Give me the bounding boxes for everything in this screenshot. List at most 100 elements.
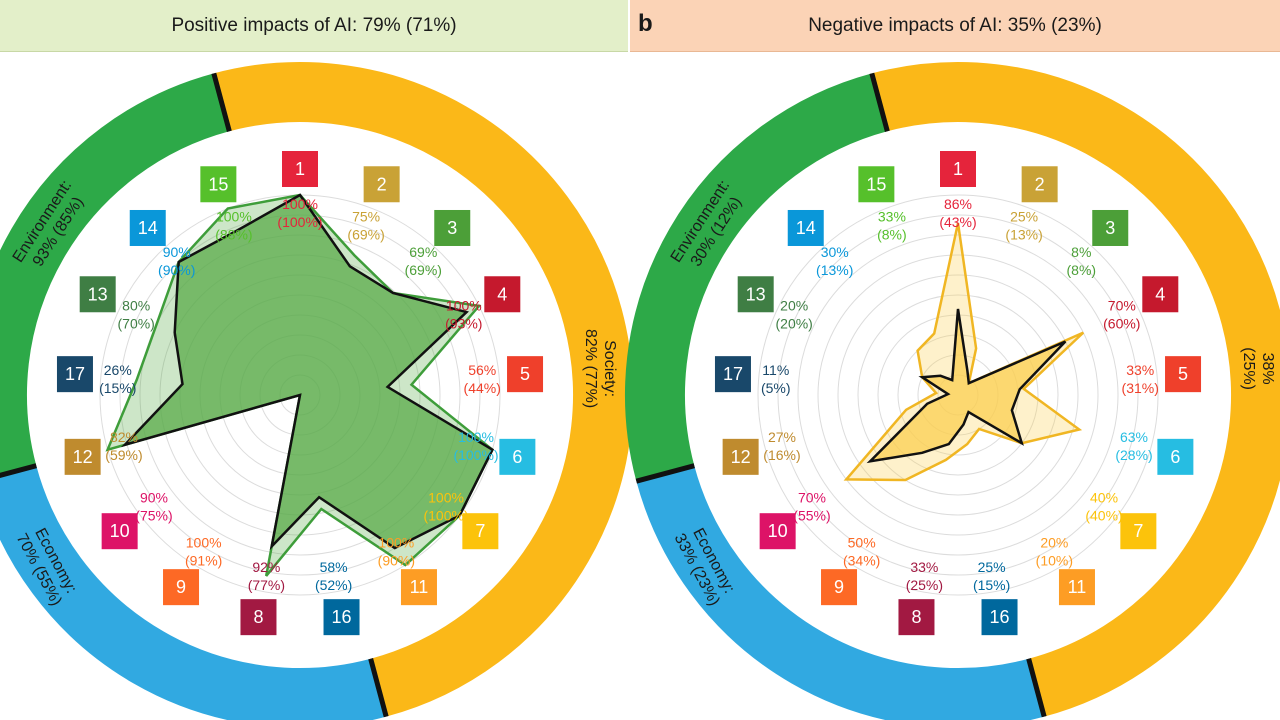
value-label-paren-12: (16%): [763, 447, 800, 463]
negative-impacts-banner: b Negative impacts of AI: 35% (23%): [630, 0, 1280, 52]
sdg-icon-15: [858, 166, 895, 203]
sdg-number-5: 5: [1178, 364, 1188, 384]
sdg-icon-14: [129, 209, 166, 246]
sector-ring-society: [213, 62, 633, 717]
value-label-paren-2: (13%): [1005, 226, 1042, 242]
sdg-number-1: 1: [953, 159, 963, 179]
grid-ring: [777, 214, 1139, 576]
sdg-icon-6: [1157, 438, 1194, 475]
value-label-9: 50%: [848, 535, 876, 551]
sdg-icon-6: [499, 438, 536, 475]
sdg-number-16: 16: [332, 607, 352, 627]
value-label-10: 90%: [140, 489, 168, 505]
sdg-number-8: 8: [911, 607, 921, 627]
sdg-icon-4: [1142, 276, 1179, 313]
value-label-paren-14: (13%): [816, 262, 853, 278]
sdg-number-2: 2: [377, 174, 387, 194]
value-label-14: 30%: [821, 244, 849, 260]
value-label-10: 70%: [798, 489, 826, 505]
sdg-icon-8: [898, 599, 935, 636]
radar-chart-b: 38%(25%)Economy:33% (23%)Environment:30%…: [625, 62, 1280, 720]
grid-ring: [757, 194, 1159, 596]
value-label-paren-15: (88%): [215, 226, 252, 242]
value-label-14: 90%: [163, 244, 191, 260]
sdg-icon-7: [1120, 513, 1157, 550]
value-label-12: 27%: [768, 429, 796, 445]
value-label-paren-9: (34%): [843, 553, 880, 569]
value-label-paren-7: (40%): [1085, 507, 1122, 523]
sdg-number-7: 7: [475, 521, 485, 541]
value-label-2: 75%: [352, 208, 380, 224]
sdg-number-10: 10: [110, 521, 130, 541]
sdg-number-14: 14: [138, 218, 158, 238]
grid-ring: [797, 234, 1119, 556]
value-label-6: 100%: [458, 429, 494, 445]
sector-name: 38%: [1259, 353, 1276, 385]
sector-name: Society:: [601, 340, 618, 397]
sdg-number-3: 3: [447, 218, 457, 238]
sector-ring-environment: [625, 73, 888, 482]
value-label-paren-5: (44%): [464, 380, 501, 396]
sector-ring-economy: [0, 465, 387, 720]
value-label-paren-6: (100%): [453, 447, 498, 463]
value-label-paren-6: (28%): [1115, 447, 1152, 463]
value-label-11: 100%: [378, 535, 414, 551]
sdg-number-13: 13: [746, 284, 766, 304]
value-label-paren-15: (8%): [877, 226, 907, 242]
sdg-icon-2: [363, 166, 400, 203]
sdg-number-9: 9: [834, 577, 844, 597]
sdg-number-16: 16: [990, 607, 1010, 627]
sdg-number-4: 4: [497, 284, 507, 304]
value-label-12: 82%: [110, 429, 138, 445]
value-label-paren-9: (91%): [185, 553, 222, 569]
sdg-icon-11: [1058, 569, 1095, 606]
value-label-paren-17: (15%): [99, 380, 136, 396]
value-label-paren-16: (52%): [315, 577, 352, 593]
value-label-paren-10: (55%): [793, 507, 830, 523]
sdg-icon-3: [434, 209, 471, 246]
panel-letter-b: b: [638, 10, 653, 37]
value-label-paren-12: (59%): [105, 447, 142, 463]
value-label-3: 8%: [1071, 244, 1091, 260]
value-label-paren-16: (15%): [973, 577, 1010, 593]
sdg-number-12: 12: [731, 447, 751, 467]
value-label-5: 33%: [1126, 362, 1154, 378]
sdg-icon-9: [163, 569, 200, 606]
sdg-icon-13: [79, 276, 116, 313]
sdg-number-8: 8: [253, 607, 263, 627]
value-label-paren-4: (93%): [445, 315, 482, 331]
value-label-6: 63%: [1120, 429, 1148, 445]
sdg-number-3: 3: [1105, 218, 1115, 238]
value-label-7: 100%: [428, 489, 464, 505]
value-label-4: 100%: [446, 297, 482, 313]
value-label-15: 33%: [878, 208, 906, 224]
value-label-5: 56%: [468, 362, 496, 378]
sdg-number-15: 15: [208, 174, 228, 194]
negative-impacts-title: Negative impacts of AI: 35% (23%): [808, 14, 1102, 36]
value-label-paren-2: (69%): [347, 226, 384, 242]
radar-chart-a: Society:82% (77%)Economy:70% (55%)Enviro…: [0, 62, 633, 720]
sdg-icon-10: [759, 513, 796, 550]
sdg-number-6: 6: [1170, 447, 1180, 467]
positive-impacts-banner: Positive impacts of AI: 79% (71%): [0, 0, 628, 52]
sdg-icon-17: [714, 356, 751, 393]
sdg-icon-9: [821, 569, 858, 606]
sector-value: (25%): [1240, 347, 1257, 390]
value-label-15: 100%: [216, 208, 252, 224]
value-label-8: 92%: [252, 559, 280, 575]
sdg-icon-15: [200, 166, 237, 203]
value-label-3: 69%: [409, 244, 437, 260]
sdg-icon-12: [722, 438, 759, 475]
value-label-paren-1: (43%): [939, 214, 976, 230]
sdg-icon-1: [282, 151, 318, 187]
value-label-17: 26%: [104, 362, 132, 378]
value-label-paren-5: (31%): [1122, 380, 1159, 396]
sdg-number-13: 13: [88, 284, 108, 304]
sector-ring-economy: [636, 465, 1045, 720]
sdg-icon-16: [981, 599, 1018, 636]
sdg-icon-17: [56, 356, 93, 393]
sdg-icon-8: [240, 599, 277, 636]
value-label-paren-8: (77%): [248, 577, 285, 593]
value-label-16: 25%: [978, 559, 1006, 575]
